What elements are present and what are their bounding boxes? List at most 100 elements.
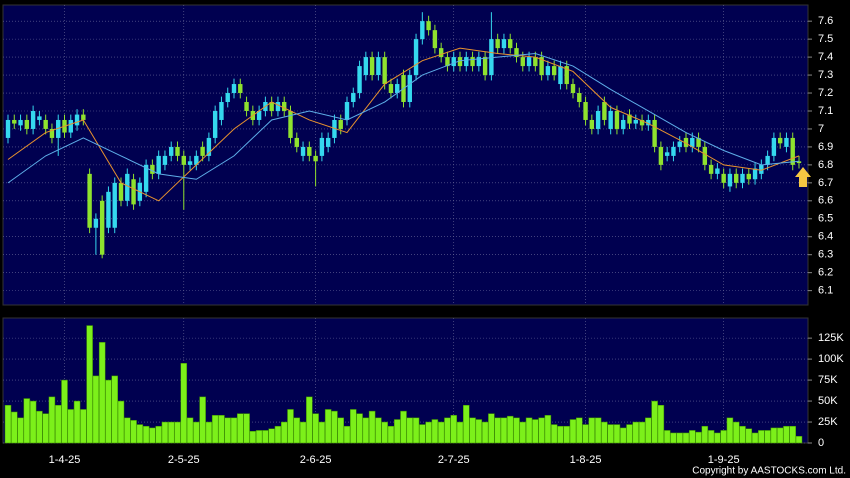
candle-body bbox=[677, 141, 682, 147]
volume-bar bbox=[287, 409, 294, 444]
volume-bar bbox=[362, 417, 370, 444]
candle-body bbox=[451, 57, 456, 67]
volume-bar bbox=[569, 419, 577, 444]
candle-body bbox=[715, 168, 720, 174]
candle-body bbox=[420, 21, 425, 40]
volume-bar bbox=[469, 417, 476, 444]
candle-body bbox=[514, 48, 519, 58]
candle-body bbox=[489, 39, 494, 76]
price-panel bbox=[2, 4, 809, 306]
candle-body bbox=[438, 48, 444, 58]
volume-bar bbox=[293, 417, 301, 444]
candle-body bbox=[426, 21, 431, 31]
volume-bar bbox=[437, 421, 445, 444]
candle-body bbox=[482, 57, 488, 76]
candle-body bbox=[652, 119, 657, 147]
volume-bar bbox=[29, 400, 37, 444]
volume-bar bbox=[4, 404, 12, 444]
volume-bar bbox=[538, 417, 545, 444]
candle-body bbox=[395, 84, 400, 94]
candle-body bbox=[93, 218, 99, 228]
candle-body bbox=[288, 110, 293, 138]
volume-bar bbox=[237, 413, 244, 444]
candle-body bbox=[646, 119, 651, 126]
candle-body bbox=[570, 84, 576, 94]
volume-bar bbox=[86, 325, 93, 444]
candle-body bbox=[759, 164, 764, 174]
candle-body bbox=[432, 30, 438, 49]
volume-bar bbox=[676, 432, 683, 444]
candle-body bbox=[639, 119, 645, 126]
volume-bar bbox=[230, 417, 238, 444]
volume-bar bbox=[619, 427, 627, 444]
volume-bar bbox=[582, 424, 589, 444]
candle-body bbox=[112, 182, 117, 228]
candle-body bbox=[125, 173, 130, 201]
candle-body bbox=[520, 57, 525, 67]
volume-bar bbox=[375, 417, 382, 444]
volume-bar bbox=[92, 375, 100, 444]
candle-body bbox=[313, 155, 318, 162]
volume-bar bbox=[299, 421, 307, 444]
candle-body bbox=[256, 110, 262, 120]
volume-bar bbox=[714, 432, 721, 444]
candle-body bbox=[589, 119, 595, 129]
volume-bar bbox=[689, 430, 696, 444]
volume-bar bbox=[73, 400, 81, 444]
volume-bar bbox=[36, 410, 43, 444]
moving-average-line bbox=[7, 52, 800, 184]
y-tick-label: 50K bbox=[818, 395, 838, 407]
volume-bar bbox=[739, 425, 746, 444]
volume-bar bbox=[431, 419, 439, 444]
y-tick-label: 100K bbox=[818, 353, 844, 365]
volume-bar bbox=[387, 425, 395, 444]
candle-body bbox=[30, 110, 36, 129]
volume-bar bbox=[695, 431, 702, 444]
volume-bar bbox=[255, 430, 263, 444]
candle-body bbox=[357, 66, 362, 94]
x-tick-label: 2-5-25 bbox=[168, 454, 200, 466]
volume-bar bbox=[324, 409, 332, 444]
volume-bar bbox=[601, 421, 608, 444]
volume-bar bbox=[17, 417, 24, 444]
candle-body bbox=[658, 146, 664, 165]
candle-body bbox=[219, 102, 224, 120]
candle-body bbox=[282, 102, 287, 111]
y-tick-label: 75K bbox=[818, 374, 838, 386]
y-tick-label: 25K bbox=[818, 416, 838, 428]
candle-body bbox=[608, 110, 613, 129]
volume-bar bbox=[707, 430, 715, 444]
volume-bar bbox=[161, 421, 169, 444]
volume-bar bbox=[199, 396, 206, 444]
volume-bar bbox=[406, 417, 414, 444]
candle-body bbox=[269, 102, 274, 111]
volume-bar bbox=[167, 421, 175, 444]
volume-bar bbox=[350, 409, 357, 444]
volume-bar bbox=[98, 342, 106, 444]
x-tick-label: 2-6-25 bbox=[300, 454, 332, 466]
candle-body bbox=[790, 137, 795, 165]
candle-body bbox=[445, 57, 450, 67]
candle-body bbox=[81, 114, 86, 120]
candle-body bbox=[545, 66, 551, 76]
candle-body bbox=[752, 168, 758, 180]
candle-body bbox=[765, 155, 770, 165]
volume-bar bbox=[783, 425, 790, 444]
x-tick-label: 1-9-25 bbox=[708, 454, 740, 466]
volume-bar bbox=[400, 410, 407, 444]
candle-body bbox=[746, 173, 751, 180]
candle-body bbox=[577, 93, 582, 103]
volume-bar bbox=[745, 428, 753, 444]
volume-bar bbox=[588, 417, 596, 444]
volume-bar bbox=[48, 396, 56, 444]
y-tick-label: 0 bbox=[818, 437, 824, 449]
last-price-arrow bbox=[795, 167, 811, 187]
candle-body bbox=[721, 173, 726, 183]
candle-body bbox=[388, 84, 394, 94]
volume-bar bbox=[368, 410, 376, 444]
copyright: Copyright by AASTOCKS.com Ltd. bbox=[692, 466, 846, 477]
moving-average-line bbox=[7, 47, 800, 202]
candle-body bbox=[74, 114, 80, 126]
candle-body bbox=[526, 57, 532, 67]
volume-bar bbox=[701, 425, 709, 444]
